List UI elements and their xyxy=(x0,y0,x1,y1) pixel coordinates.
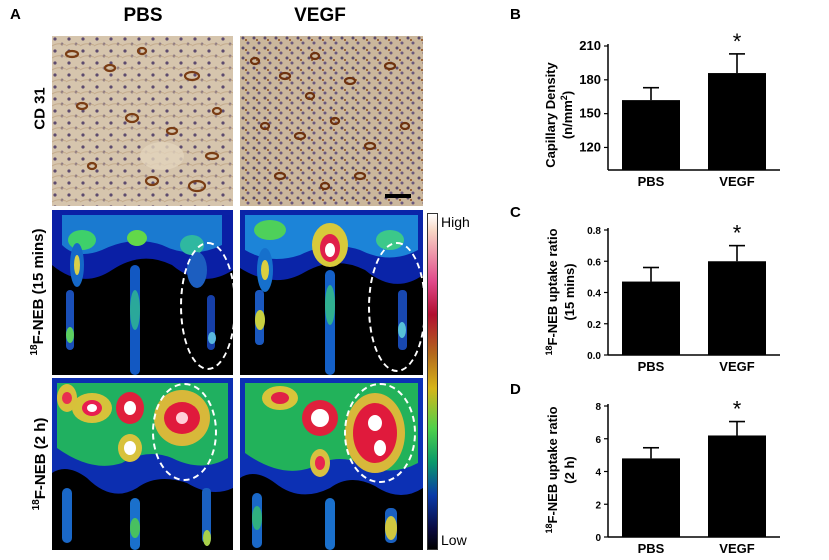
significance-marker: * xyxy=(733,221,742,246)
colorbar-high-label: High xyxy=(441,214,470,230)
colorbar-low-label: Low xyxy=(441,532,467,548)
y-tick-label: 0.4 xyxy=(587,289,601,300)
y-tick-label: 6 xyxy=(595,435,601,446)
ihc-image-pbs xyxy=(52,36,233,206)
panel-label-b: B xyxy=(510,6,521,23)
y-axis-label-line2: (2 h) xyxy=(562,456,577,483)
bar-chart-uptake-15min: 18F-NEB uptake ratio (15 mins) 0.0 0.2 0.4… xyxy=(544,221,780,374)
panel-label-c: C xyxy=(510,204,521,221)
panel-label-a: A xyxy=(10,6,21,23)
y-tick-label: 150 xyxy=(579,106,601,121)
y-axis-label-line2: (15 mins) xyxy=(562,263,577,320)
x-tick-label: PBS xyxy=(638,359,665,374)
y-tick-label: 8 xyxy=(595,402,601,413)
panel-label-d: D xyxy=(510,381,521,398)
x-tick-label: PBS xyxy=(638,174,665,189)
y-tick-label: 120 xyxy=(579,139,601,154)
bar-vegf xyxy=(708,73,766,170)
x-tick-label: PBS xyxy=(638,541,665,556)
y-axis-label: 18F-NEB uptake ratio xyxy=(544,228,560,355)
y-axis-label: Capillary Density xyxy=(543,61,558,167)
column-header-vegf: VEGF xyxy=(294,5,346,26)
bar-pbs xyxy=(622,281,680,355)
bar-vegf xyxy=(708,261,766,355)
y-tick-label: 4 xyxy=(595,468,601,479)
row-label-cd31: CD 31 xyxy=(31,87,49,130)
y-tick-label: 0.8 xyxy=(587,226,601,237)
pet-image-pbs-2h xyxy=(52,378,233,550)
y-axis-label-unit: (n/mm2) xyxy=(559,91,575,139)
y-tick-label: 0.6 xyxy=(587,257,601,268)
x-tick-label: VEGF xyxy=(719,174,754,189)
y-tick-label: 0.0 xyxy=(587,351,601,362)
row-label-neb-15: 18F-NEB (15 mins) xyxy=(29,228,47,356)
pet-colorbar xyxy=(427,213,438,550)
y-tick-label: 0 xyxy=(595,533,601,544)
row-label-neb-2h: 18F-NEB (2 h) xyxy=(31,417,49,511)
bar-pbs xyxy=(622,458,680,537)
y-tick-label: 210 xyxy=(579,38,601,53)
y-tick-label: 2 xyxy=(595,500,601,511)
y-tick-label: 0.2 xyxy=(587,320,601,331)
pet-image-pbs-15min xyxy=(52,210,233,375)
bar-chart-capillary-density: Capillary Density (n/mm2) 120 150 180 210 PB… xyxy=(543,29,780,189)
bar-vegf xyxy=(708,435,766,537)
significance-marker: * xyxy=(733,29,742,54)
x-tick-label: VEGF xyxy=(719,359,754,374)
region-of-interest-ellipse xyxy=(368,242,423,372)
pet-image-vegf-2h xyxy=(240,378,423,550)
significance-marker: * xyxy=(733,397,742,422)
region-of-interest-ellipse xyxy=(180,242,233,370)
region-of-interest-ellipse xyxy=(344,383,416,483)
region-of-interest-ellipse xyxy=(152,383,217,481)
column-header-pbs: PBS xyxy=(123,5,163,26)
bar-chart-uptake-2h: 18F-NEB uptake ratio (2 h) 0 2 4 6 8 PBS VEGF * xyxy=(544,397,780,556)
ihc-image-vegf xyxy=(240,36,423,206)
y-tick-label: 180 xyxy=(579,72,601,87)
x-tick-label: VEGF xyxy=(719,541,754,556)
y-axis-label: 18F-NEB uptake ratio xyxy=(544,406,560,533)
pet-image-vegf-15min xyxy=(240,210,423,375)
bar-pbs xyxy=(622,100,680,170)
